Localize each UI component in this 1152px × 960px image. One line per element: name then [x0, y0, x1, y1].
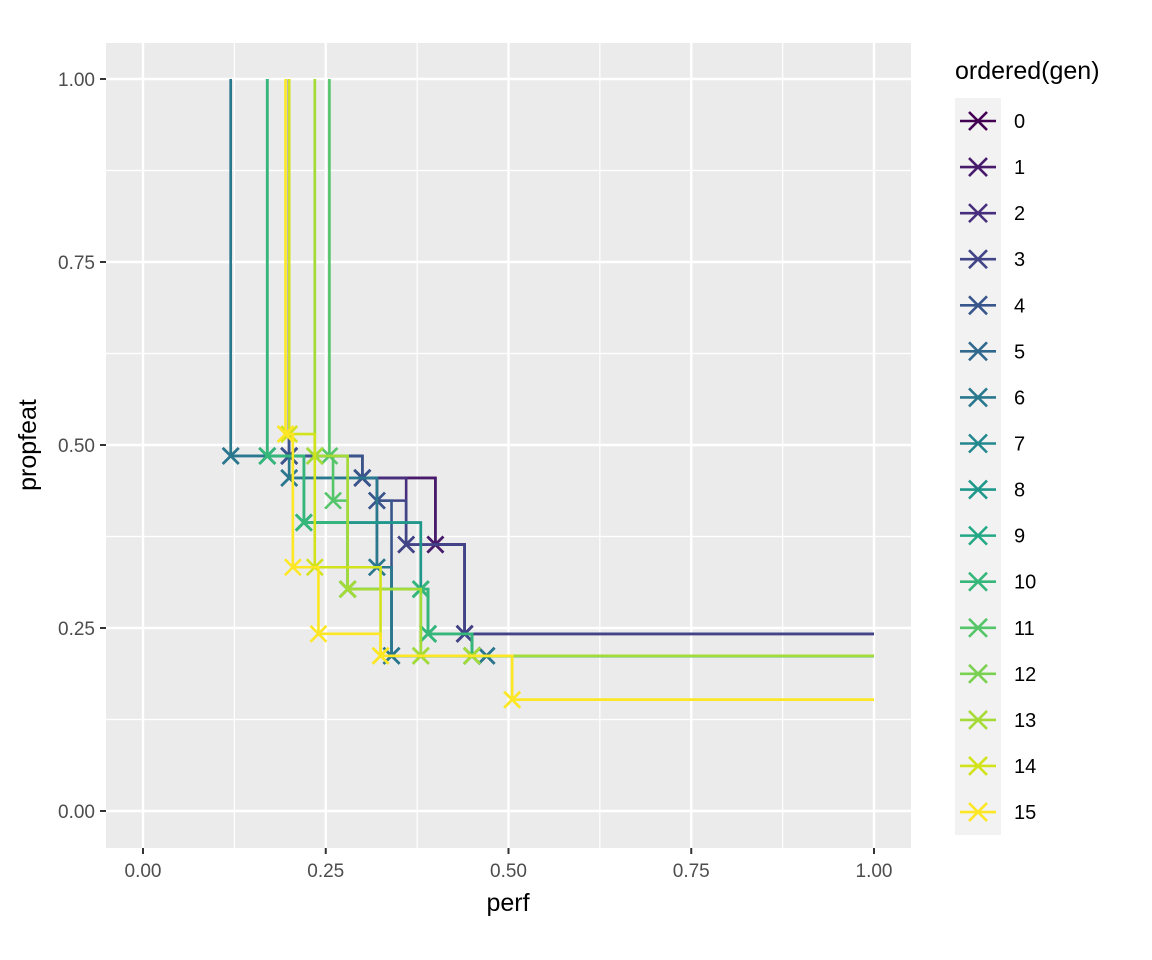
y-tick-label: 0.75: [58, 253, 95, 274]
legend-key-marker: [968, 249, 988, 270]
legend-key-marker: [968, 663, 988, 684]
x-tick-label: 0.75: [673, 861, 710, 882]
legend-item-7: 7: [960, 433, 1025, 455]
legend-item-10: 10: [960, 572, 1036, 594]
x-tick-label: 0.25: [307, 861, 344, 882]
series-10-point: [294, 513, 313, 532]
series-10-point: [419, 624, 438, 643]
legend-item-8: 8: [960, 480, 1025, 502]
x-tick-label: 0.50: [490, 861, 527, 882]
legend-label: 7: [1014, 433, 1025, 455]
legend-label: 8: [1014, 480, 1025, 502]
legend-item-4: 4: [960, 295, 1025, 317]
legend-item-14: 14: [960, 756, 1036, 778]
y-tick-label: 0.00: [58, 802, 95, 823]
series-15-point: [276, 425, 295, 443]
legend-key-marker: [968, 387, 988, 408]
legend-key-marker: [968, 756, 988, 776]
series-15: [276, 79, 874, 709]
series-15-point: [503, 690, 522, 709]
legend-key-marker: [968, 802, 988, 822]
series-15-point: [371, 646, 390, 665]
legend-label: 6: [1014, 387, 1025, 409]
legend-label: 1: [1014, 157, 1025, 179]
x-tick-label: 1.00: [856, 861, 893, 882]
legend-label: 9: [1014, 526, 1025, 548]
legend-label: 2: [1014, 203, 1025, 225]
legend-label: 0: [1014, 111, 1025, 133]
y-tick-label: 1.00: [58, 70, 95, 91]
legend-key-marker: [968, 433, 988, 454]
y-axis-title: propfeat: [14, 399, 42, 491]
grid-lines: [106, 43, 911, 848]
legend-item-1: 1: [960, 157, 1025, 179]
y-tick-label: 0.50: [58, 436, 95, 457]
legend-label: 13: [1014, 710, 1036, 732]
legend-item-12: 12: [960, 664, 1036, 686]
legend-label: 14: [1014, 756, 1036, 778]
legend-label: 12: [1014, 664, 1036, 686]
series-13-point: [338, 580, 357, 599]
legend-item-15: 15: [960, 802, 1036, 824]
legend-label: 15: [1014, 802, 1036, 824]
legend-item-9: 9: [960, 526, 1025, 548]
legend-item-2: 2: [960, 203, 1025, 225]
legend-item-11: 11: [960, 618, 1035, 640]
series-6-point: [221, 447, 240, 465]
series-10-point: [258, 447, 277, 465]
x-tick-label: 0.00: [125, 861, 162, 882]
legend-key-marker: [968, 525, 988, 546]
legend-label: 11: [1014, 618, 1035, 640]
legend-key-marker: [968, 571, 988, 592]
x-axis-title: perf: [486, 889, 529, 917]
legend-item-6: 6: [960, 387, 1025, 409]
legend-item-5: 5: [960, 341, 1025, 363]
series-layer: [221, 79, 874, 709]
axes: 0.00 0.25 0.50 0.75 1.00 0.00 0.25 0.50 0.75 1.00: [58, 70, 892, 882]
legend-item-0: 0: [960, 111, 1025, 133]
series-3-point: [397, 535, 416, 554]
y-tick-label: 0.25: [58, 619, 95, 640]
legend-key-marker: [968, 479, 988, 500]
legend-key-marker: [968, 111, 988, 131]
series-11-point: [324, 491, 342, 510]
legend-key-marker: [968, 157, 988, 177]
legend-label: 5: [1014, 341, 1025, 363]
legend-key-marker: [968, 709, 988, 730]
legend-title: ordered(gen): [955, 57, 1100, 85]
legend-label: 3: [1014, 249, 1025, 271]
series-15-point: [309, 624, 328, 643]
legend-label: 10: [1014, 572, 1036, 594]
series-6-point: [280, 469, 299, 487]
legend-key-marker: [968, 341, 988, 362]
legend-key-marker: [968, 203, 988, 224]
legend-key-marker: [968, 617, 988, 638]
legend-item-13: 13: [960, 710, 1036, 732]
legend-key-marker: [968, 295, 988, 316]
series-15-point: [283, 558, 302, 577]
legend-item-3: 3: [960, 249, 1025, 271]
legend-key-background: [955, 98, 1001, 835]
legend-label: 4: [1014, 295, 1025, 317]
